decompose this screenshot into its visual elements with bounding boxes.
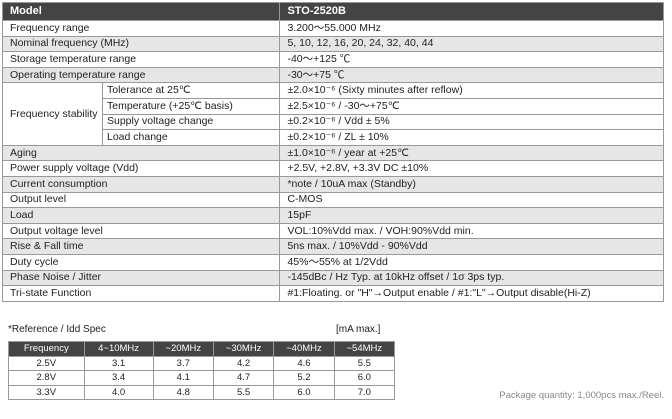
header-cell: ~30MHz xyxy=(212,341,275,357)
spec-value: -40〜+125 ℃ xyxy=(279,51,664,68)
spec-value: ±1.0×10⁻⁶ / year at +25℃ xyxy=(279,144,664,162)
idd-cell: 4.0 xyxy=(83,384,154,400)
spec-row: Duty cycle 45%〜55% at 1/2Vdd xyxy=(1,253,664,271)
spec-label: Rise & Fall time xyxy=(1,238,281,255)
idd-cell: 2.5V xyxy=(8,355,85,371)
spec-row: Storage temperature range -40〜+125 ℃ xyxy=(1,51,664,68)
idd-cell: 4.1 xyxy=(152,370,214,386)
sub-label: Temperature (+25℃ basis) xyxy=(101,97,281,115)
group-label: Frequency stability xyxy=(2,82,103,146)
spec-row: Current consumption *note / 10uA max (Sta… xyxy=(1,175,664,193)
idd-cell: 3.1 xyxy=(83,355,154,371)
idd-cell: 4.7 xyxy=(212,370,275,386)
spec-row: Rise & Fall time 5ns max. / 10%Vdd - 90%V… xyxy=(1,238,664,255)
spec-value: 3.200〜55.000 MHz xyxy=(279,20,664,37)
header-cell: STO-2520B xyxy=(279,2,664,21)
spec-label: Output voltage level xyxy=(1,222,281,240)
header-cell: ~20MHz xyxy=(152,341,214,357)
idd-unit: [mA max.] xyxy=(336,324,381,335)
sub-label: Tolerance at 25℃ xyxy=(101,82,281,99)
spec-table: Model STO-2520B Frequency range 3.200〜55.00… xyxy=(1,2,664,302)
spec-row: Temperature (+25℃ basis) ±2.5×10⁻⁶ / -30〜… xyxy=(3,97,664,115)
idd-cell: 3.7 xyxy=(152,355,214,371)
header-cell: ~40MHz xyxy=(273,341,335,357)
spec-value: 5ns max. / 10%Vdd - 90%Vdd xyxy=(279,238,664,255)
spec-row: Phase Noise / Jitter -145dBc / Hz Typ. at… xyxy=(1,269,664,287)
spec-row: Supply voltage change ±0.2×10⁻⁶ / Vdd ± 5… xyxy=(3,113,664,131)
idd-table: Frequency 4~10MHz ~20MHz ~30MHz ~40MHz ~54MHz… xyxy=(8,341,396,400)
spec-label: Output level xyxy=(1,191,281,209)
spec-row: Aging ±1.0×10⁻⁶ / year at +25℃ xyxy=(1,144,664,162)
spec-row: Power supply voltage (Vdd) +2.5V, +2.8V, … xyxy=(1,160,664,177)
spec-value: 15pF xyxy=(279,207,664,224)
spec-label: Power supply voltage (Vdd) xyxy=(1,160,281,177)
idd-title: *Reference / Idd Spec xyxy=(8,324,106,335)
spec-value: C-MOS xyxy=(279,191,664,209)
spec-row: Operating temperature range -30〜+75 ℃ xyxy=(1,66,664,84)
spec-row: Output level C-MOS xyxy=(1,191,664,209)
idd-cell: 3.4 xyxy=(83,370,154,386)
header-cell: Model xyxy=(1,2,281,21)
spec-label: Duty cycle xyxy=(1,253,281,271)
spec-label: Storage temperature range xyxy=(1,51,281,68)
footer-note: Package quantity: 1,000pcs max./Reel. xyxy=(499,390,664,401)
header-cell: ~54MHz xyxy=(333,341,396,357)
idd-cell: 5.2 xyxy=(273,370,335,386)
spec-label: Current consumption xyxy=(1,175,281,193)
idd-cell: 6.0 xyxy=(333,370,396,386)
spec-value: #1:Floating. or "H"→Output enable / #1:"… xyxy=(279,285,664,302)
idd-cell: 5.5 xyxy=(212,384,275,400)
idd-row: 2.5V 3.1 3.7 4.2 4.6 5.5 xyxy=(8,355,396,371)
spec-value: ±2.5×10⁻⁶ / -30〜+75℃ xyxy=(279,97,664,115)
spec-value: 45%〜55% at 1/2Vdd xyxy=(279,253,664,271)
spec-label: Phase Noise / Jitter xyxy=(1,269,281,287)
spec-value: ±0.2×10⁻⁶ / ZL ± 10% xyxy=(279,129,664,146)
spec-row: Frequency stability Tolerance at 25℃ ±2.0×… xyxy=(2,82,664,146)
spec-value: -30〜+75 ℃ xyxy=(279,66,664,84)
spec-value: VOL:10%Vdd max. / VOH:90%Vdd min. xyxy=(279,222,664,240)
spec-value: -145dBc / Hz Typ. at 10kHz offset / 1σ 3… xyxy=(279,269,664,287)
idd-row: 2.8V 3.4 4.1 4.7 5.2 6.0 xyxy=(8,370,396,386)
idd-cell: 6.0 xyxy=(273,384,335,400)
spec-label: Operating temperature range xyxy=(1,66,281,84)
header-cell: 4~10MHz xyxy=(83,341,154,357)
idd-cell: 4.8 xyxy=(152,384,214,400)
spec-value: *note / 10uA max (Standby) xyxy=(279,175,664,193)
spec-row: Nominal frequency (MHz) 5, 10, 12, 16, 20… xyxy=(1,35,664,53)
idd-row: 3.3V 4.0 4.8 5.5 6.0 7.0 xyxy=(8,384,396,400)
idd-cell: 2.8V xyxy=(8,370,85,386)
idd-cell: 5.5 xyxy=(333,355,396,371)
header-cell: Frequency xyxy=(8,341,85,357)
spec-row: Tri-state Function #1:Floating. or "H"→Ou… xyxy=(1,285,664,302)
spec-value: ±0.2×10⁻⁶ / Vdd ± 5% xyxy=(279,113,664,131)
sub-label: Supply voltage change xyxy=(101,113,281,131)
spec-label: Aging xyxy=(1,144,281,162)
idd-cell: 4.2 xyxy=(212,355,275,371)
spec-label: Frequency range xyxy=(1,20,281,37)
idd-cell: 4.6 xyxy=(273,355,335,371)
spec-label: Tri-state Function xyxy=(1,285,281,302)
spec-label: Nominal frequency (MHz) xyxy=(1,35,281,53)
header-row: Frequency 4~10MHz ~20MHz ~30MHz ~40MHz ~54MHz xyxy=(8,341,396,357)
spec-row: Load change ±0.2×10⁻⁶ / ZL ± 10% xyxy=(3,129,664,146)
spec-value: ±2.0×10⁻⁶ (Sixty minutes after reflow) xyxy=(279,82,664,99)
spec-value: 5, 10, 12, 16, 20, 24, 32, 40, 44 xyxy=(279,35,664,53)
idd-cell: 7.0 xyxy=(333,384,396,400)
sub-label: Load change xyxy=(101,129,281,146)
spec-value: +2.5V, +2.8V, +3.3V DC ±10% xyxy=(279,160,664,177)
spec-label: Load xyxy=(1,207,281,224)
idd-cell: 3.3V xyxy=(8,384,85,400)
spec-row: Load 15pF xyxy=(1,207,664,224)
spec-row: Output voltage level VOL:10%Vdd max. / VO… xyxy=(1,222,664,240)
spec-row: Frequency range 3.200〜55.000 MHz xyxy=(1,20,664,37)
header-row: Model STO-2520B xyxy=(1,2,664,21)
